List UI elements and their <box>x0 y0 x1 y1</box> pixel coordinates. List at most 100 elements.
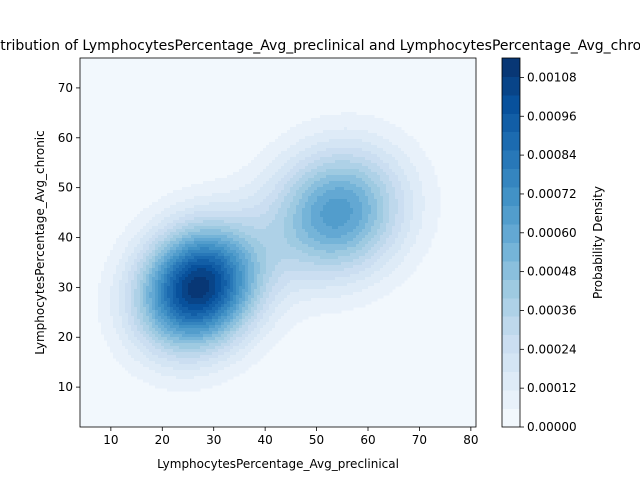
density-cell <box>191 259 195 263</box>
density-cell <box>332 118 336 122</box>
density-cell <box>209 223 213 227</box>
density-cell <box>275 181 279 185</box>
density-cell <box>164 226 168 230</box>
density-cell <box>173 241 177 245</box>
density-cell <box>335 229 339 233</box>
density-cell <box>146 226 150 230</box>
density-cell <box>302 289 306 293</box>
density-cell <box>272 166 276 170</box>
density-cell <box>212 253 216 257</box>
density-cell <box>224 232 228 236</box>
density-cell <box>350 175 354 179</box>
density-cell <box>203 184 207 188</box>
density-cell <box>284 157 288 161</box>
density-cell <box>263 226 267 230</box>
density-cell <box>404 154 408 158</box>
density-cell <box>230 184 234 188</box>
density-cell <box>431 193 435 197</box>
density-cell <box>332 133 336 137</box>
density-cell <box>365 154 369 158</box>
density-cell <box>110 286 114 290</box>
density-cell <box>326 211 330 215</box>
density-cell <box>278 172 282 176</box>
density-cell <box>287 133 291 137</box>
density-cell <box>197 190 201 194</box>
density-cell <box>146 238 150 242</box>
density-cell <box>212 274 216 278</box>
density-cell <box>275 217 279 221</box>
density-cell <box>251 241 255 245</box>
density-cell <box>389 247 393 251</box>
density-cell <box>152 265 156 269</box>
density-cell <box>365 142 369 146</box>
density-cell <box>296 211 300 215</box>
density-cell <box>197 208 201 212</box>
density-cell <box>320 178 324 182</box>
density-cell <box>413 160 417 164</box>
density-cell <box>365 166 369 170</box>
density-cell <box>233 232 237 236</box>
density-cell <box>299 253 303 257</box>
density-cell <box>224 274 228 278</box>
density-cell <box>326 238 330 242</box>
density-cell <box>419 175 423 179</box>
density-cell <box>299 223 303 227</box>
density-cell <box>104 289 108 293</box>
density-cell <box>206 184 210 188</box>
density-cell <box>311 169 315 173</box>
density-cell <box>335 292 339 296</box>
density-cell <box>305 217 309 221</box>
density-cell <box>257 220 261 224</box>
density-cell <box>227 178 231 182</box>
density-cell <box>182 262 186 266</box>
density-cell <box>221 238 225 242</box>
density-cell <box>287 151 291 155</box>
density-cell <box>197 247 201 251</box>
density-cell <box>329 142 333 146</box>
density-cell <box>206 265 210 269</box>
density-cell <box>410 196 414 200</box>
density-cell <box>356 130 360 134</box>
density-cell <box>341 124 345 128</box>
density-cell <box>230 205 234 209</box>
density-cell <box>173 235 177 239</box>
density-cell <box>374 190 378 194</box>
density-cell <box>350 214 354 218</box>
density-cell <box>329 202 333 206</box>
density-cell <box>293 160 297 164</box>
density-cell <box>431 202 435 206</box>
density-cell <box>323 154 327 158</box>
density-cell <box>242 205 246 209</box>
density-cell <box>128 283 132 287</box>
density-cell <box>167 244 171 248</box>
density-cell <box>305 181 309 185</box>
density-cell <box>194 265 198 269</box>
density-cell <box>251 205 255 209</box>
density-cell <box>281 145 285 149</box>
density-cell <box>395 283 399 287</box>
density-cell <box>308 244 312 248</box>
density-cell <box>326 229 330 233</box>
density-cell <box>416 154 420 158</box>
density-cell <box>203 256 207 260</box>
density-cell <box>233 199 237 203</box>
density-cell <box>302 250 306 254</box>
density-cell <box>200 241 204 245</box>
density-cell <box>275 187 279 191</box>
density-cell <box>347 112 351 116</box>
density-cell <box>353 187 357 191</box>
density-cell <box>362 220 366 224</box>
density-cell <box>383 178 387 182</box>
density-cell <box>320 211 324 215</box>
density-cell <box>167 241 171 245</box>
density-cell <box>188 244 192 248</box>
density-cell <box>341 190 345 194</box>
density-cell <box>278 274 282 278</box>
density-cell <box>200 286 204 290</box>
density-cell <box>356 145 360 149</box>
density-cell <box>320 130 324 134</box>
density-cell <box>332 175 336 179</box>
density-cell <box>206 280 210 284</box>
density-cell <box>245 232 249 236</box>
density-cell <box>416 145 420 149</box>
